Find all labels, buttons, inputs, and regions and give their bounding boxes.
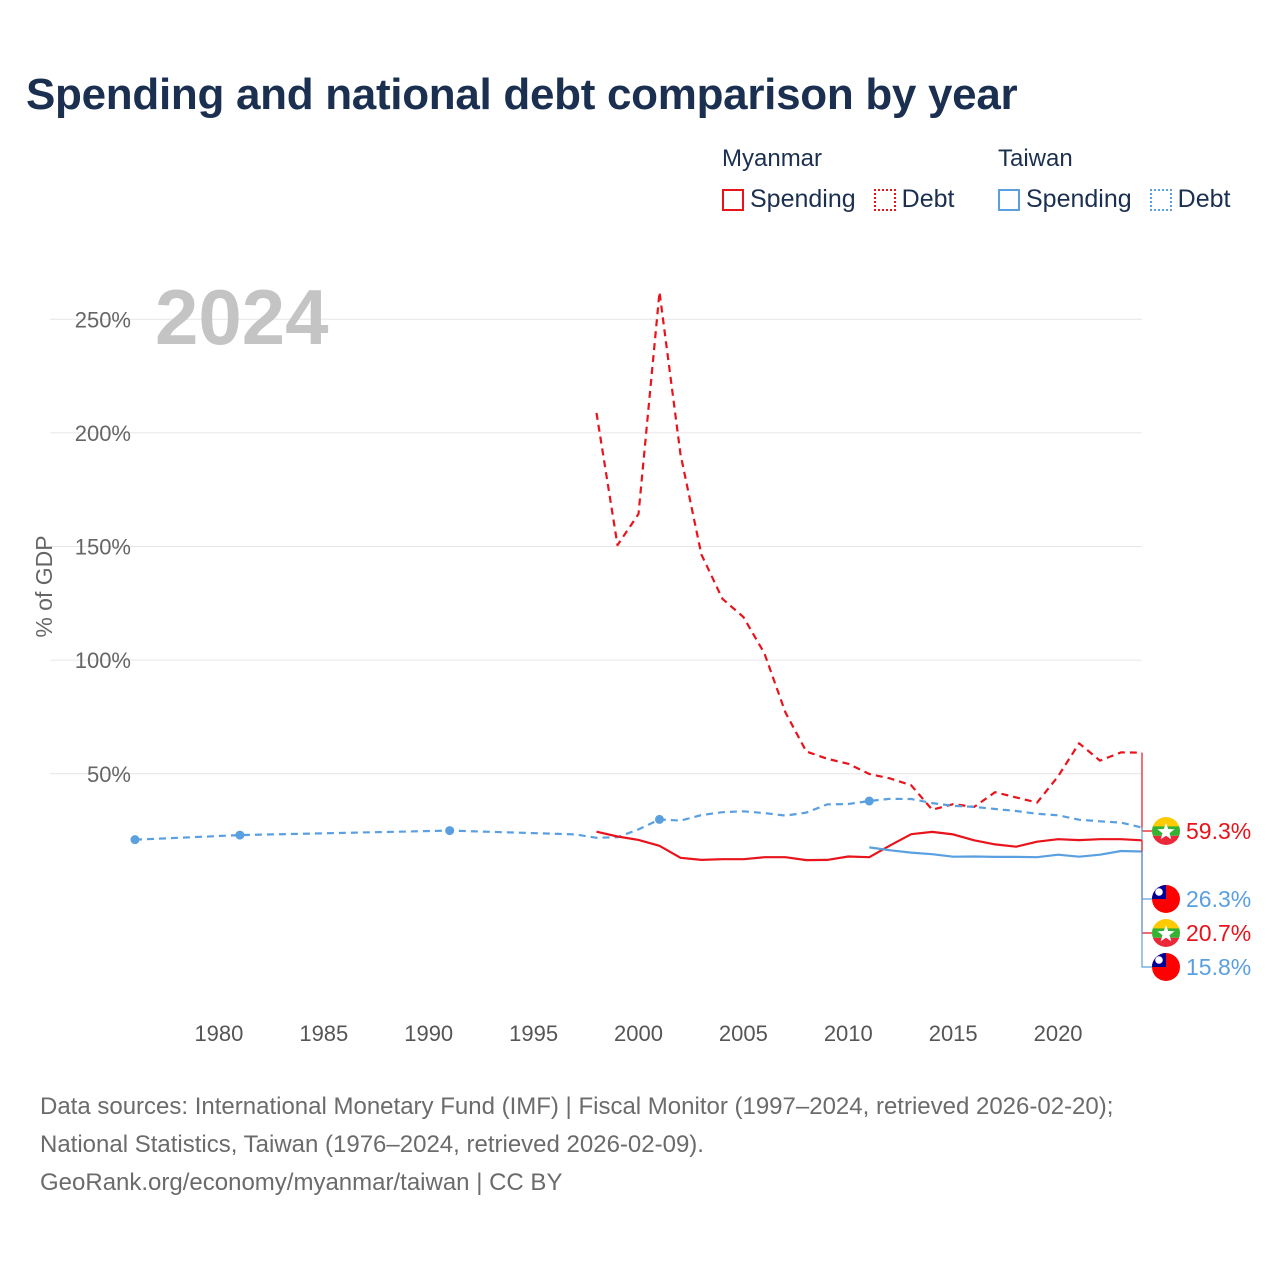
end-label-value: 59.3% (1186, 818, 1251, 844)
series-line-myanmar-spending (596, 830, 1143, 862)
legend-label: Spending (1026, 185, 1132, 213)
x-tick-label: 1995 (509, 1021, 558, 1046)
sources-footer: Data sources: International Monetary Fun… (40, 1088, 1113, 1202)
end-label-value: 26.3% (1186, 886, 1251, 912)
x-tick-label: 2005 (719, 1021, 768, 1046)
flag-stripe-red (1152, 937, 1180, 947)
y-tick-label: 200% (75, 421, 131, 446)
flag-star (1157, 925, 1175, 942)
legend-country-taiwan: Taiwan (998, 145, 1073, 172)
legend-label: Debt (901, 185, 955, 213)
flag-body (1152, 885, 1180, 913)
legend-group-taiwan: Taiwan Spending Debt (998, 145, 1230, 214)
flag-body (1152, 817, 1180, 845)
y-tick-label: 100% (75, 648, 131, 673)
x-tick-label: 1990 (404, 1021, 453, 1046)
legend-swatch-solid (998, 188, 1020, 211)
legend-item-taiwan-debt[interactable]: Debt (1149, 185, 1231, 214)
y-tick-label: 150% (75, 535, 131, 560)
end-label-connector (1141, 840, 1152, 934)
legend-label: Debt (1177, 185, 1231, 213)
end-label-connector (1141, 827, 1152, 900)
x-tick-label: 2015 (929, 1021, 978, 1046)
x-tick-label: 2010 (824, 1021, 873, 1046)
series-marker-taiwan-spending (235, 830, 245, 840)
series-line-taiwan-debt (869, 846, 1143, 859)
series-marker-taiwan-spending (445, 826, 455, 836)
taiwan-flag-icon (1152, 953, 1180, 981)
chart-title: Spending and national debt comparison by… (26, 70, 1018, 119)
flag-stripe-yellow (1152, 919, 1180, 929)
myanmar-flag-icon (1152, 919, 1180, 947)
series-marker-taiwan-spending (654, 814, 664, 824)
end-label-connector (1141, 851, 1152, 968)
flag-stripe-red (1152, 835, 1180, 845)
series-marker-taiwan-spending (130, 835, 140, 845)
flag-stripe-yellow (1152, 817, 1180, 827)
series-line-taiwan-spending (134, 797, 1143, 841)
flag-sun (1155, 888, 1163, 896)
y-tick-label: 50% (87, 762, 131, 787)
y-tick-label: 250% (75, 307, 131, 332)
flag-body (1152, 919, 1180, 947)
sources-line-1: Data sources: International Monetary Fun… (40, 1093, 1114, 1120)
legend-swatch-solid (722, 188, 744, 211)
legend-country-myanmar: Myanmar (722, 145, 823, 172)
flag-body (1152, 953, 1180, 981)
legend-item-myanmar-spending[interactable]: Spending (722, 185, 856, 214)
legend-swatch-dotted (873, 188, 896, 211)
flag-sun (1155, 956, 1163, 964)
end-label-value: 15.8% (1186, 954, 1251, 980)
x-tick-label: 1980 (194, 1021, 243, 1046)
series-marker-taiwan-spending (864, 796, 874, 806)
x-tick-label: 1985 (299, 1021, 348, 1046)
year-watermark: 2024 (155, 273, 329, 361)
end-label-value: 20.7% (1186, 920, 1251, 946)
legend-swatch-dotted (1149, 188, 1172, 211)
legend-item-taiwan-spending[interactable]: Spending (998, 185, 1132, 214)
legend-group-myanmar: Myanmar Spending Debt (722, 145, 954, 214)
taiwan-flag-icon (1152, 885, 1180, 913)
myanmar-flag-icon (1152, 817, 1180, 845)
sources-line-2: National Statistics, Taiwan (1976–2024, … (40, 1131, 704, 1158)
flag-star (1157, 823, 1175, 840)
legend-label: Spending (750, 185, 856, 213)
x-tick-label: 2000 (614, 1021, 663, 1046)
x-tick-label: 2020 (1034, 1021, 1083, 1046)
legend-item-myanmar-debt[interactable]: Debt (873, 185, 955, 214)
chart-svg: 50% 100% 150% 200% 250% 1980 1985 1990 1995 2000 2… (31, 290, 1251, 1046)
end-label-connector (1141, 752, 1152, 832)
y-axis-label: % of GDP (31, 535, 57, 637)
series-line-myanmar-debt (595, 290, 1143, 811)
sources-line-3: GeoRank.org/economy/myanmar/taiwan | CC … (40, 1169, 563, 1196)
